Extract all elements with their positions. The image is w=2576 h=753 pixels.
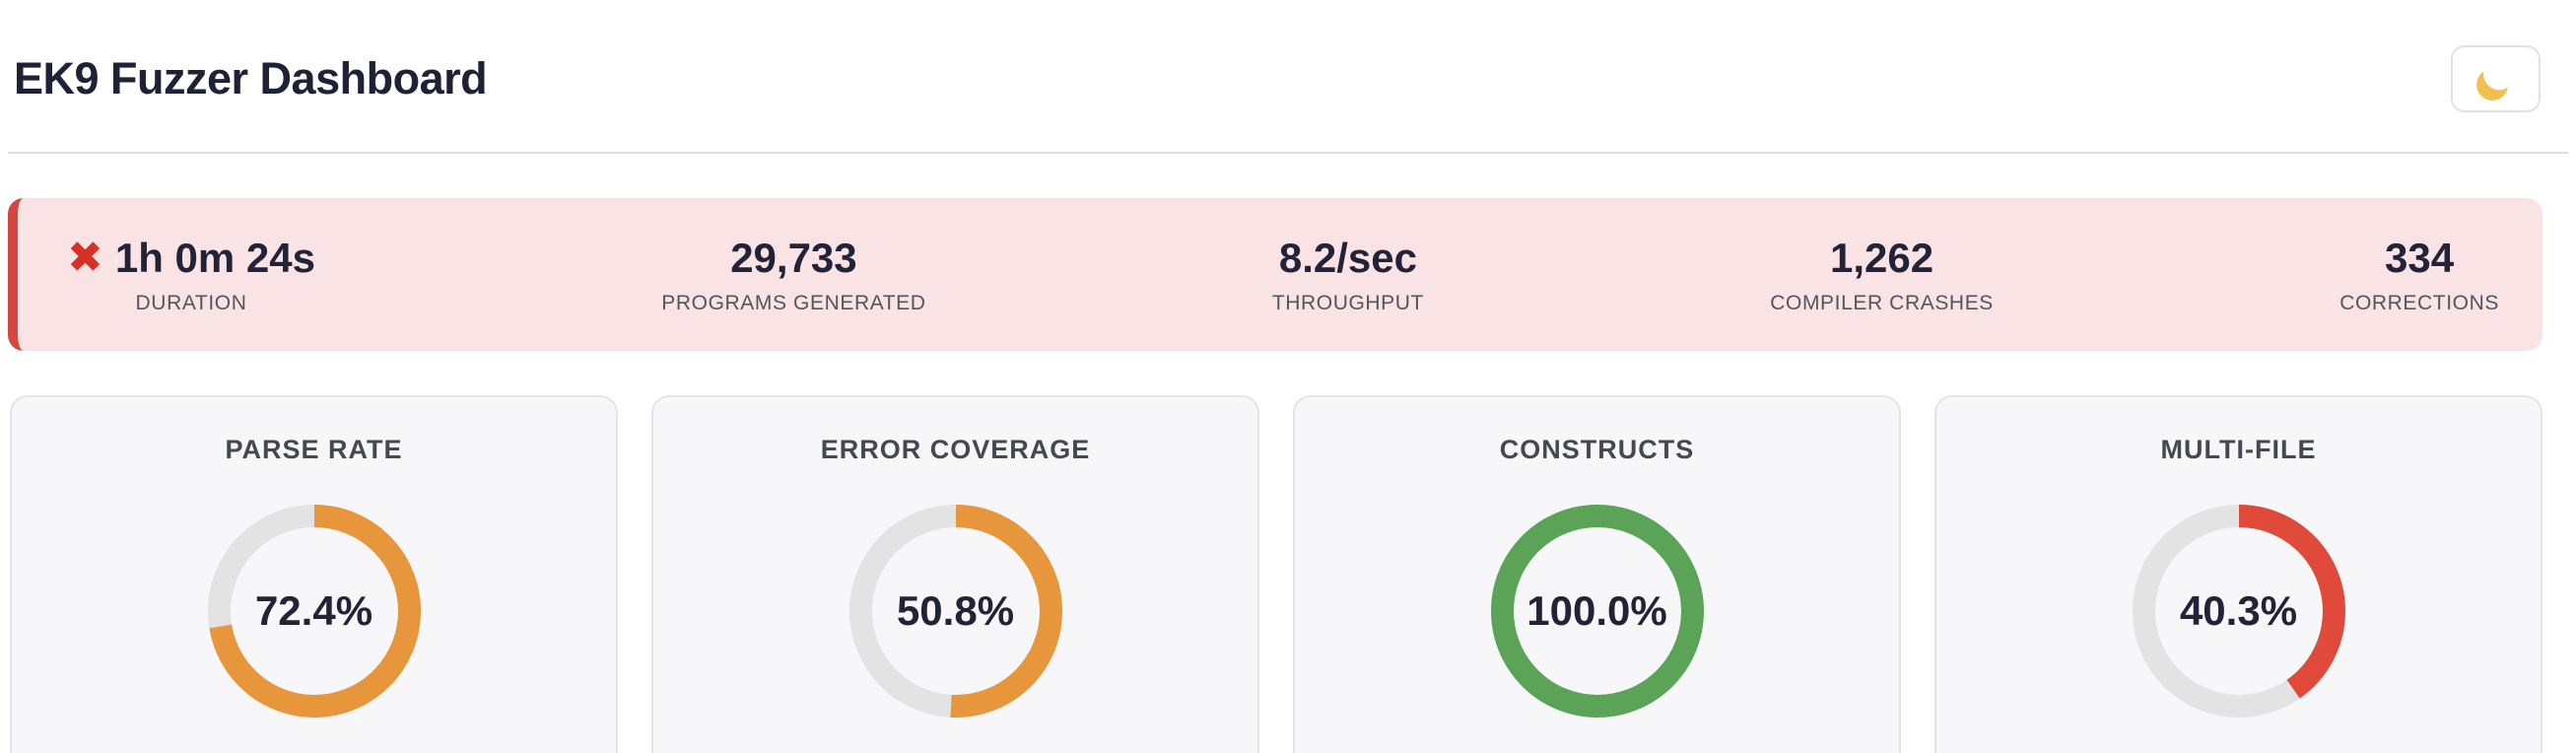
gauge-percent-value: 40.3%: [2179, 587, 2298, 634]
stat-value: 8.2/sec: [1278, 234, 1417, 281]
donut-ring: [1490, 505, 1704, 718]
donut-gauge: 50.8%: [848, 505, 1062, 718]
stat-value-row: ✖ 1h 0m 24s: [67, 235, 315, 282]
stat-label: CORRECTIONS: [2339, 291, 2499, 314]
moon-icon: [2470, 53, 2521, 104]
gauge-percent-value: 72.4%: [254, 587, 373, 634]
gauge-subtext: 11,987 programs: [2137, 749, 2339, 753]
stat-value: 1h 0m 24s: [114, 234, 316, 281]
stat-compiler-crashes: 1,262 COMPILER CRASHES: [1770, 235, 1994, 315]
gauge-card-title: MULTI-FILE: [2160, 435, 2317, 464]
donut-gauge: 72.4%: [207, 505, 421, 718]
theme-toggle-button[interactable]: [2451, 45, 2541, 112]
stat-programs-generated: 29,733 PROGRAMS GENERATED: [661, 235, 925, 315]
stat-duration: ✖ 1h 0m 24s DURATION: [67, 235, 315, 315]
donut-ring: [207, 505, 421, 718]
donut-ring: [848, 505, 1062, 718]
stat-value: 29,733: [730, 234, 857, 281]
donut-gauge: 40.3%: [2132, 505, 2345, 718]
gauge-card-multi-file: MULTI-FILE 40.3% 11,987 programs: [1934, 395, 2542, 753]
stat-corrections: 334 CORRECTIONS: [2339, 235, 2499, 315]
header: EK9 Fuzzer Dashboard: [8, 0, 2568, 154]
gauge-card-constructs: CONSTRUCTS 100.0% 29 types: [1293, 395, 1901, 753]
gauge-subtext: 21,527 / 29,733 parseable: [162, 749, 466, 753]
stat-value: 334: [2385, 234, 2455, 281]
gauge-card-title: PARSE RATE: [225, 435, 403, 464]
page-title: EK9 Fuzzer Dashboard: [14, 53, 488, 103]
stat-value: 1,262: [1830, 234, 1934, 281]
gauge-card-parse-rate: PARSE RATE 72.4% 21,527 / 29,733 parseab…: [10, 395, 618, 753]
donut-gauge: 100.0%: [1490, 505, 1704, 718]
gauge-subtext: 29 types: [1545, 749, 1648, 753]
gauge-card-error-coverage: ERROR COVERAGE 50.8% 156 / 307 codes: [651, 395, 1259, 753]
gauge-card-title: ERROR COVERAGE: [820, 435, 1091, 464]
stat-label: PROGRAMS GENERATED: [661, 291, 926, 314]
gauge-card-row: PARSE RATE 72.4% 21,527 / 29,733 parseab…: [10, 395, 2542, 753]
stat-throughput: 8.2/sec THROUGHPUT: [1272, 235, 1424, 315]
stat-label: DURATION: [135, 291, 247, 314]
gauge-percent-value: 50.8%: [896, 587, 1015, 634]
stat-label: COMPILER CRASHES: [1770, 291, 1994, 314]
gauge-subtext: 156 / 307 codes: [861, 749, 1050, 753]
error-x-icon: ✖: [67, 233, 103, 282]
stat-label: THROUGHPUT: [1271, 291, 1424, 314]
gauge-card-title: CONSTRUCTS: [1499, 435, 1695, 464]
gauge-percent-value: 100.0%: [1526, 587, 1667, 634]
donut-ring: [2132, 505, 2345, 718]
summary-stats-bar: ✖ 1h 0m 24s DURATION 29,733 PROGRAMS GEN…: [8, 198, 2542, 351]
